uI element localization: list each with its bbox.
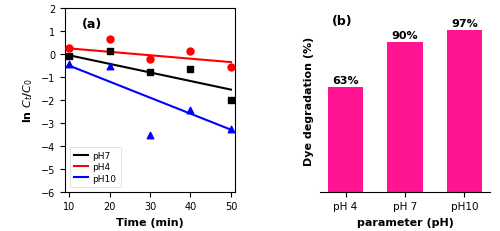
- Point: [186, 50, 194, 53]
- pH7: [106, 63, 112, 66]
- pH10: [106, 81, 112, 84]
- Y-axis label: ln $C_t$/$C_0$: ln $C_t$/$C_0$: [22, 78, 36, 123]
- pH7: [147, 72, 153, 74]
- pH10: [66, 65, 72, 68]
- Legend: pH7, pH4, pH10: pH7, pH4, pH10: [70, 147, 120, 187]
- Point: [146, 134, 154, 138]
- Point: [65, 47, 73, 51]
- Point: [106, 38, 114, 42]
- pH4: [228, 61, 234, 64]
- pH7: [228, 89, 234, 92]
- Bar: [328, 87, 364, 192]
- pH7: [66, 55, 72, 57]
- Point: [65, 63, 73, 67]
- Point: [146, 58, 154, 61]
- Point: [186, 109, 194, 112]
- Point: [227, 99, 235, 102]
- Text: 97%: 97%: [451, 19, 478, 29]
- Text: (a): (a): [82, 18, 102, 31]
- Text: (b): (b): [332, 15, 352, 28]
- Point: [227, 66, 235, 69]
- pH4: [188, 58, 194, 61]
- Line: pH4: pH4: [69, 49, 231, 63]
- pH10: [228, 129, 234, 131]
- Line: pH7: pH7: [69, 56, 231, 90]
- Text: 63%: 63%: [332, 76, 359, 85]
- Point: [65, 55, 73, 59]
- pH4: [66, 48, 72, 51]
- Point: [186, 68, 194, 72]
- Point: [146, 71, 154, 75]
- Point: [106, 50, 114, 53]
- pH4: [106, 51, 112, 54]
- pH10: [147, 97, 153, 100]
- Line: pH10: pH10: [69, 66, 231, 130]
- pH10: [188, 113, 194, 116]
- Bar: [446, 31, 482, 192]
- X-axis label: parameter (pH): parameter (pH): [356, 217, 454, 227]
- pH7: [188, 80, 194, 83]
- pH4: [147, 55, 153, 57]
- Y-axis label: Dye degradation (%): Dye degradation (%): [304, 36, 314, 165]
- X-axis label: Time (min): Time (min): [116, 217, 184, 227]
- Text: 90%: 90%: [392, 31, 418, 41]
- Bar: [387, 43, 423, 192]
- Point: [227, 127, 235, 131]
- Point: [106, 64, 114, 68]
